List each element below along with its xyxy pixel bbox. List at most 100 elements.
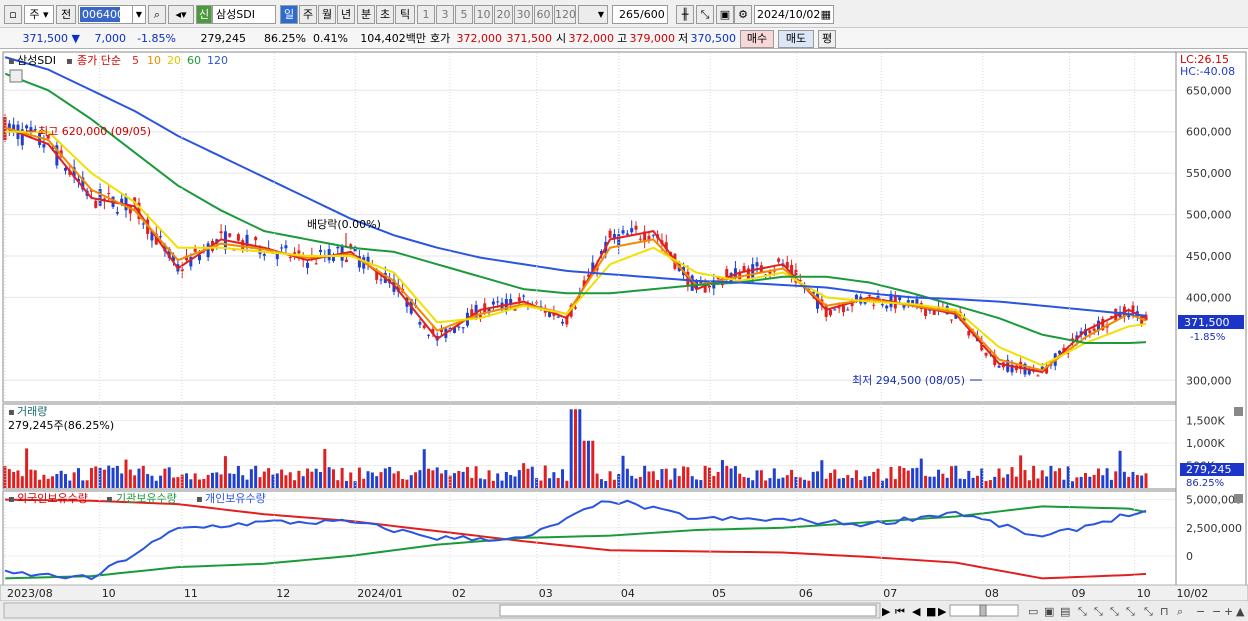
- draw-tool-icon-2[interactable]: ⤡: [1094, 605, 1103, 618]
- candle-body: [319, 249, 323, 253]
- step-20[interactable]: 20: [494, 5, 513, 24]
- volume-bar: [249, 469, 253, 488]
- time-scroll-thumb[interactable]: [499, 604, 877, 617]
- price-y-tick-label: 550,000: [1186, 167, 1232, 180]
- volume-bar: [885, 478, 889, 488]
- volume-bar: [937, 469, 941, 488]
- draw-line-icon[interactable]: ⤡: [696, 5, 714, 24]
- volume-bar: [630, 475, 634, 488]
- volume-bar: [552, 472, 556, 488]
- layout-icon-3[interactable]: ▤: [1060, 605, 1070, 618]
- scroll-right-icon[interactable]: ▶: [882, 605, 891, 618]
- candle-body: [206, 243, 210, 258]
- step-10[interactable]: 10: [474, 5, 493, 24]
- count-field[interactable]: 265/600: [612, 5, 668, 24]
- eval-button[interactable]: 평: [818, 30, 836, 48]
- step-dropdown-icon[interactable]: ▼: [578, 5, 608, 24]
- interval-year[interactable]: 년: [337, 5, 355, 24]
- code-dropdown-icon[interactable]: ▼: [132, 5, 146, 24]
- layout-icon-2[interactable]: ▣: [1044, 605, 1054, 618]
- chart-type-icon[interactable]: ⊓: [1160, 605, 1169, 618]
- calendar-icon[interactable]: [9, 69, 23, 83]
- volume-panel-close-icon[interactable]: [1234, 407, 1243, 416]
- volume-bar: [543, 465, 547, 488]
- draw-tool-icon-5[interactable]: ⤡: [1144, 605, 1153, 618]
- holdings-panel-close-icon[interactable]: [1234, 494, 1243, 503]
- candle-body: [197, 254, 201, 261]
- scroll-next-icon[interactable]: ▶: [938, 605, 947, 618]
- volume-bar: [651, 471, 655, 488]
- date-field[interactable]: 2024/10/02 ▦: [754, 5, 834, 24]
- save-icon[interactable]: ▣: [716, 5, 734, 24]
- candle-body: [245, 234, 249, 246]
- chart-area[interactable]: 650,000 600,000 550,000 500,000 450,000 400,0…: [0, 49, 1248, 621]
- volume-bar: [1053, 471, 1057, 488]
- volume-bar: [841, 478, 845, 488]
- candle-body: [185, 255, 189, 261]
- zoom-search-icon[interactable]: ⌕: [1177, 605, 1183, 618]
- draw-tool-icon-1[interactable]: ⤡: [1078, 605, 1087, 618]
- candle-body: [258, 246, 262, 255]
- price-value: 371,500: [22, 32, 69, 45]
- sell-button[interactable]: 매도: [778, 30, 814, 48]
- step-5[interactable]: 5: [455, 5, 473, 24]
- interval-minute[interactable]: 분: [357, 5, 375, 24]
- step-1[interactable]: 1: [417, 5, 435, 24]
- candle-body: [396, 284, 400, 292]
- candle-body: [219, 231, 223, 234]
- volume-bar: [867, 476, 871, 488]
- draw-tool-icon-4[interactable]: ⤡: [1126, 605, 1135, 618]
- search-icon[interactable]: ⌕: [148, 5, 166, 24]
- candle-icon[interactable]: ╫: [676, 5, 694, 24]
- scroll-first-icon[interactable]: ⏮: [895, 605, 905, 618]
- volume-bar: [707, 467, 711, 488]
- zoom-slider-handle[interactable]: [979, 604, 987, 617]
- calendar-icon[interactable]: ▦: [820, 8, 831, 21]
- volume-bar: [928, 476, 932, 488]
- scroll-up-icon[interactable]: ▲: [1236, 605, 1245, 618]
- interval-month[interactable]: 월: [318, 5, 336, 24]
- zoom-in-icon[interactable]: +: [1224, 605, 1233, 618]
- volume-bar: [669, 479, 673, 488]
- interval-day[interactable]: 일: [280, 5, 298, 24]
- volume-bar: [124, 459, 128, 488]
- candle-body: [284, 245, 288, 249]
- volume-bar: [219, 474, 223, 488]
- prev-button[interactable]: 전: [56, 5, 76, 24]
- chart-svg[interactable]: 650,000 600,000 550,000 500,000 450,000 400,0…: [0, 49, 1248, 621]
- volume-bar: [859, 479, 863, 488]
- stop-icon[interactable]: ■: [926, 605, 936, 618]
- volume-bar: [517, 470, 521, 488]
- stock-name-field[interactable]: 삼성SDI: [212, 5, 276, 24]
- candle-body: [228, 233, 232, 237]
- draw-tool-icon-3[interactable]: ⤡: [1110, 605, 1119, 618]
- step-3[interactable]: 3: [436, 5, 454, 24]
- window-menu-icon[interactable]: ▫: [4, 5, 22, 24]
- zoom-reset-icon[interactable]: −: [1212, 605, 1221, 618]
- step-60[interactable]: 60: [534, 5, 553, 24]
- volume-bar: [837, 478, 841, 488]
- scroll-prev-icon[interactable]: ◀: [912, 605, 921, 618]
- volume-bar: [824, 478, 828, 488]
- volume-bar: [51, 476, 55, 488]
- settings-gear-icon[interactable]: ⚙: [734, 5, 752, 24]
- candle-body: [487, 308, 491, 312]
- volume-bar: [349, 472, 353, 488]
- step-120[interactable]: 120: [554, 5, 576, 24]
- layout-icon-1[interactable]: ▭: [1028, 605, 1038, 618]
- step-30[interactable]: 30: [514, 5, 533, 24]
- volume-bar: [911, 468, 915, 488]
- interval-tick[interactable]: 틱: [395, 5, 415, 24]
- volume-bar: [1144, 473, 1148, 488]
- candle-body: [25, 125, 29, 129]
- period-type-select[interactable]: 주 ▾: [24, 5, 54, 24]
- interval-week[interactable]: 주: [299, 5, 317, 24]
- candle-body: [1066, 352, 1070, 354]
- zoom-out-icon[interactable]: −: [1196, 605, 1205, 618]
- volume-bar: [185, 473, 189, 488]
- buy-button[interactable]: 매수: [740, 30, 774, 48]
- candle-body: [1079, 331, 1083, 335]
- interval-second[interactable]: 초: [376, 5, 394, 24]
- volume-bar: [816, 471, 820, 488]
- speaker-icon[interactable]: ◂▾: [168, 5, 194, 24]
